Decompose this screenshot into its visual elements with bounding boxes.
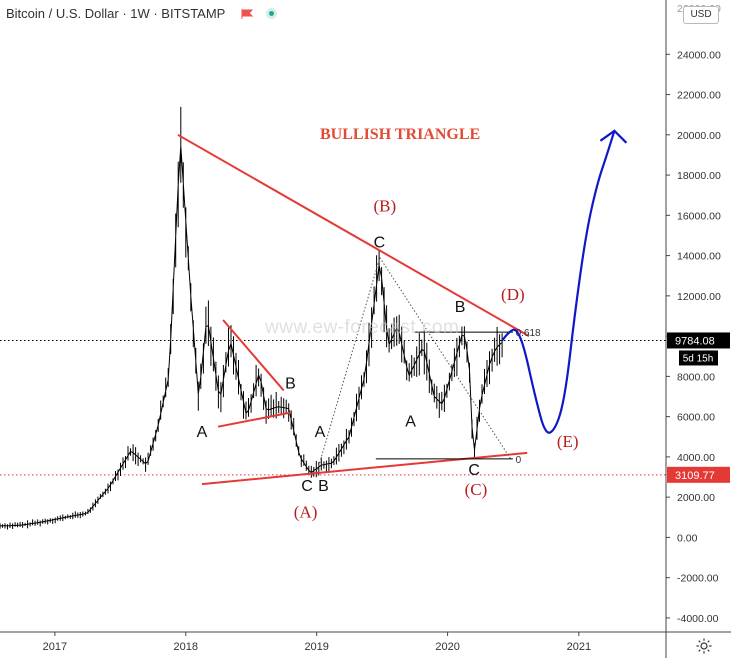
fib-guide-left	[316, 257, 381, 474]
symbol-title: Bitcoin / U.S. Dollar · 1W · BITSTAMP	[6, 6, 226, 21]
projection-arrowhead	[599, 129, 628, 144]
wave-label-secondary: B	[318, 478, 329, 495]
time-tick-label: 2021	[567, 641, 591, 653]
fib-guide-right	[379, 257, 512, 460]
projection-path	[501, 130, 616, 434]
price-tick-label: 18000.00	[677, 170, 721, 182]
price-tick-label: 8000.00	[677, 371, 715, 383]
gear-icon[interactable]	[695, 637, 713, 655]
price-tick-label: 14000.00	[677, 251, 721, 263]
wave-label-secondary: A	[315, 424, 326, 441]
wave-label-secondary: C	[374, 235, 386, 252]
wave-label-primary: (C)	[465, 480, 488, 499]
wave-label-primary: (B)	[373, 196, 396, 215]
time-tick-label: 2019	[304, 641, 328, 653]
wave-label-primary: (E)	[557, 432, 579, 451]
price-label: 3109.77	[675, 470, 715, 482]
wave-label-secondary: A	[197, 424, 208, 441]
currency-button[interactable]: USD	[683, 6, 719, 24]
price-series	[0, 106, 503, 530]
countdown-label: 5d 15h	[683, 353, 714, 364]
price-label-box	[667, 332, 730, 349]
fib-level-label: 0	[516, 455, 522, 466]
countdown-box	[679, 350, 718, 366]
chart-title: BULLISH TRIANGLE	[320, 126, 481, 143]
triangle-line-upper	[177, 133, 530, 337]
wave-channel-upper	[222, 319, 285, 392]
triangle-line-lower	[201, 451, 528, 486]
price-label-box	[667, 466, 730, 483]
wave-label-secondary: C	[301, 478, 313, 495]
price-tick-label: 4000.00	[677, 452, 715, 464]
time-tick-label: 2018	[174, 641, 198, 653]
price-label: 9784.08	[675, 335, 715, 347]
wave-label-primary: (A)	[294, 502, 318, 521]
price-tick-label: -4000.00	[677, 613, 719, 625]
wave-label-secondary: B	[455, 299, 466, 316]
symbol-header: Bitcoin / U.S. Dollar · 1W · BITSTAMP	[6, 6, 278, 21]
price-tick-label: 6000.00	[677, 412, 715, 424]
flag-icon[interactable]	[241, 9, 253, 19]
wave-label-secondary: B	[285, 375, 296, 392]
wave-label-secondary: A	[405, 414, 416, 431]
wave-label-secondary: C	[468, 462, 480, 479]
wave-label-primary: (D)	[501, 285, 525, 304]
price-tick-label: 16000.00	[677, 210, 721, 222]
time-tick-label: 2017	[43, 641, 67, 653]
price-tick-label: 20000.00	[677, 130, 721, 142]
watermark: www.ew-forecast.com	[265, 317, 460, 338]
price-tick-label: 24000.00	[677, 49, 721, 61]
price-tick-label: -2000.00	[677, 573, 719, 585]
market-status-icon	[266, 8, 278, 19]
price-tick-label: 0.00	[677, 532, 698, 544]
time-tick-label: 2020	[435, 641, 459, 653]
fib-level-label: 0.618	[516, 328, 541, 339]
price-tick-label: 12000.00	[677, 291, 721, 303]
price-tick-label: 22000.00	[677, 90, 721, 102]
wave-channel-lower	[217, 411, 291, 428]
price-tick-label: 2000.00	[677, 492, 715, 504]
